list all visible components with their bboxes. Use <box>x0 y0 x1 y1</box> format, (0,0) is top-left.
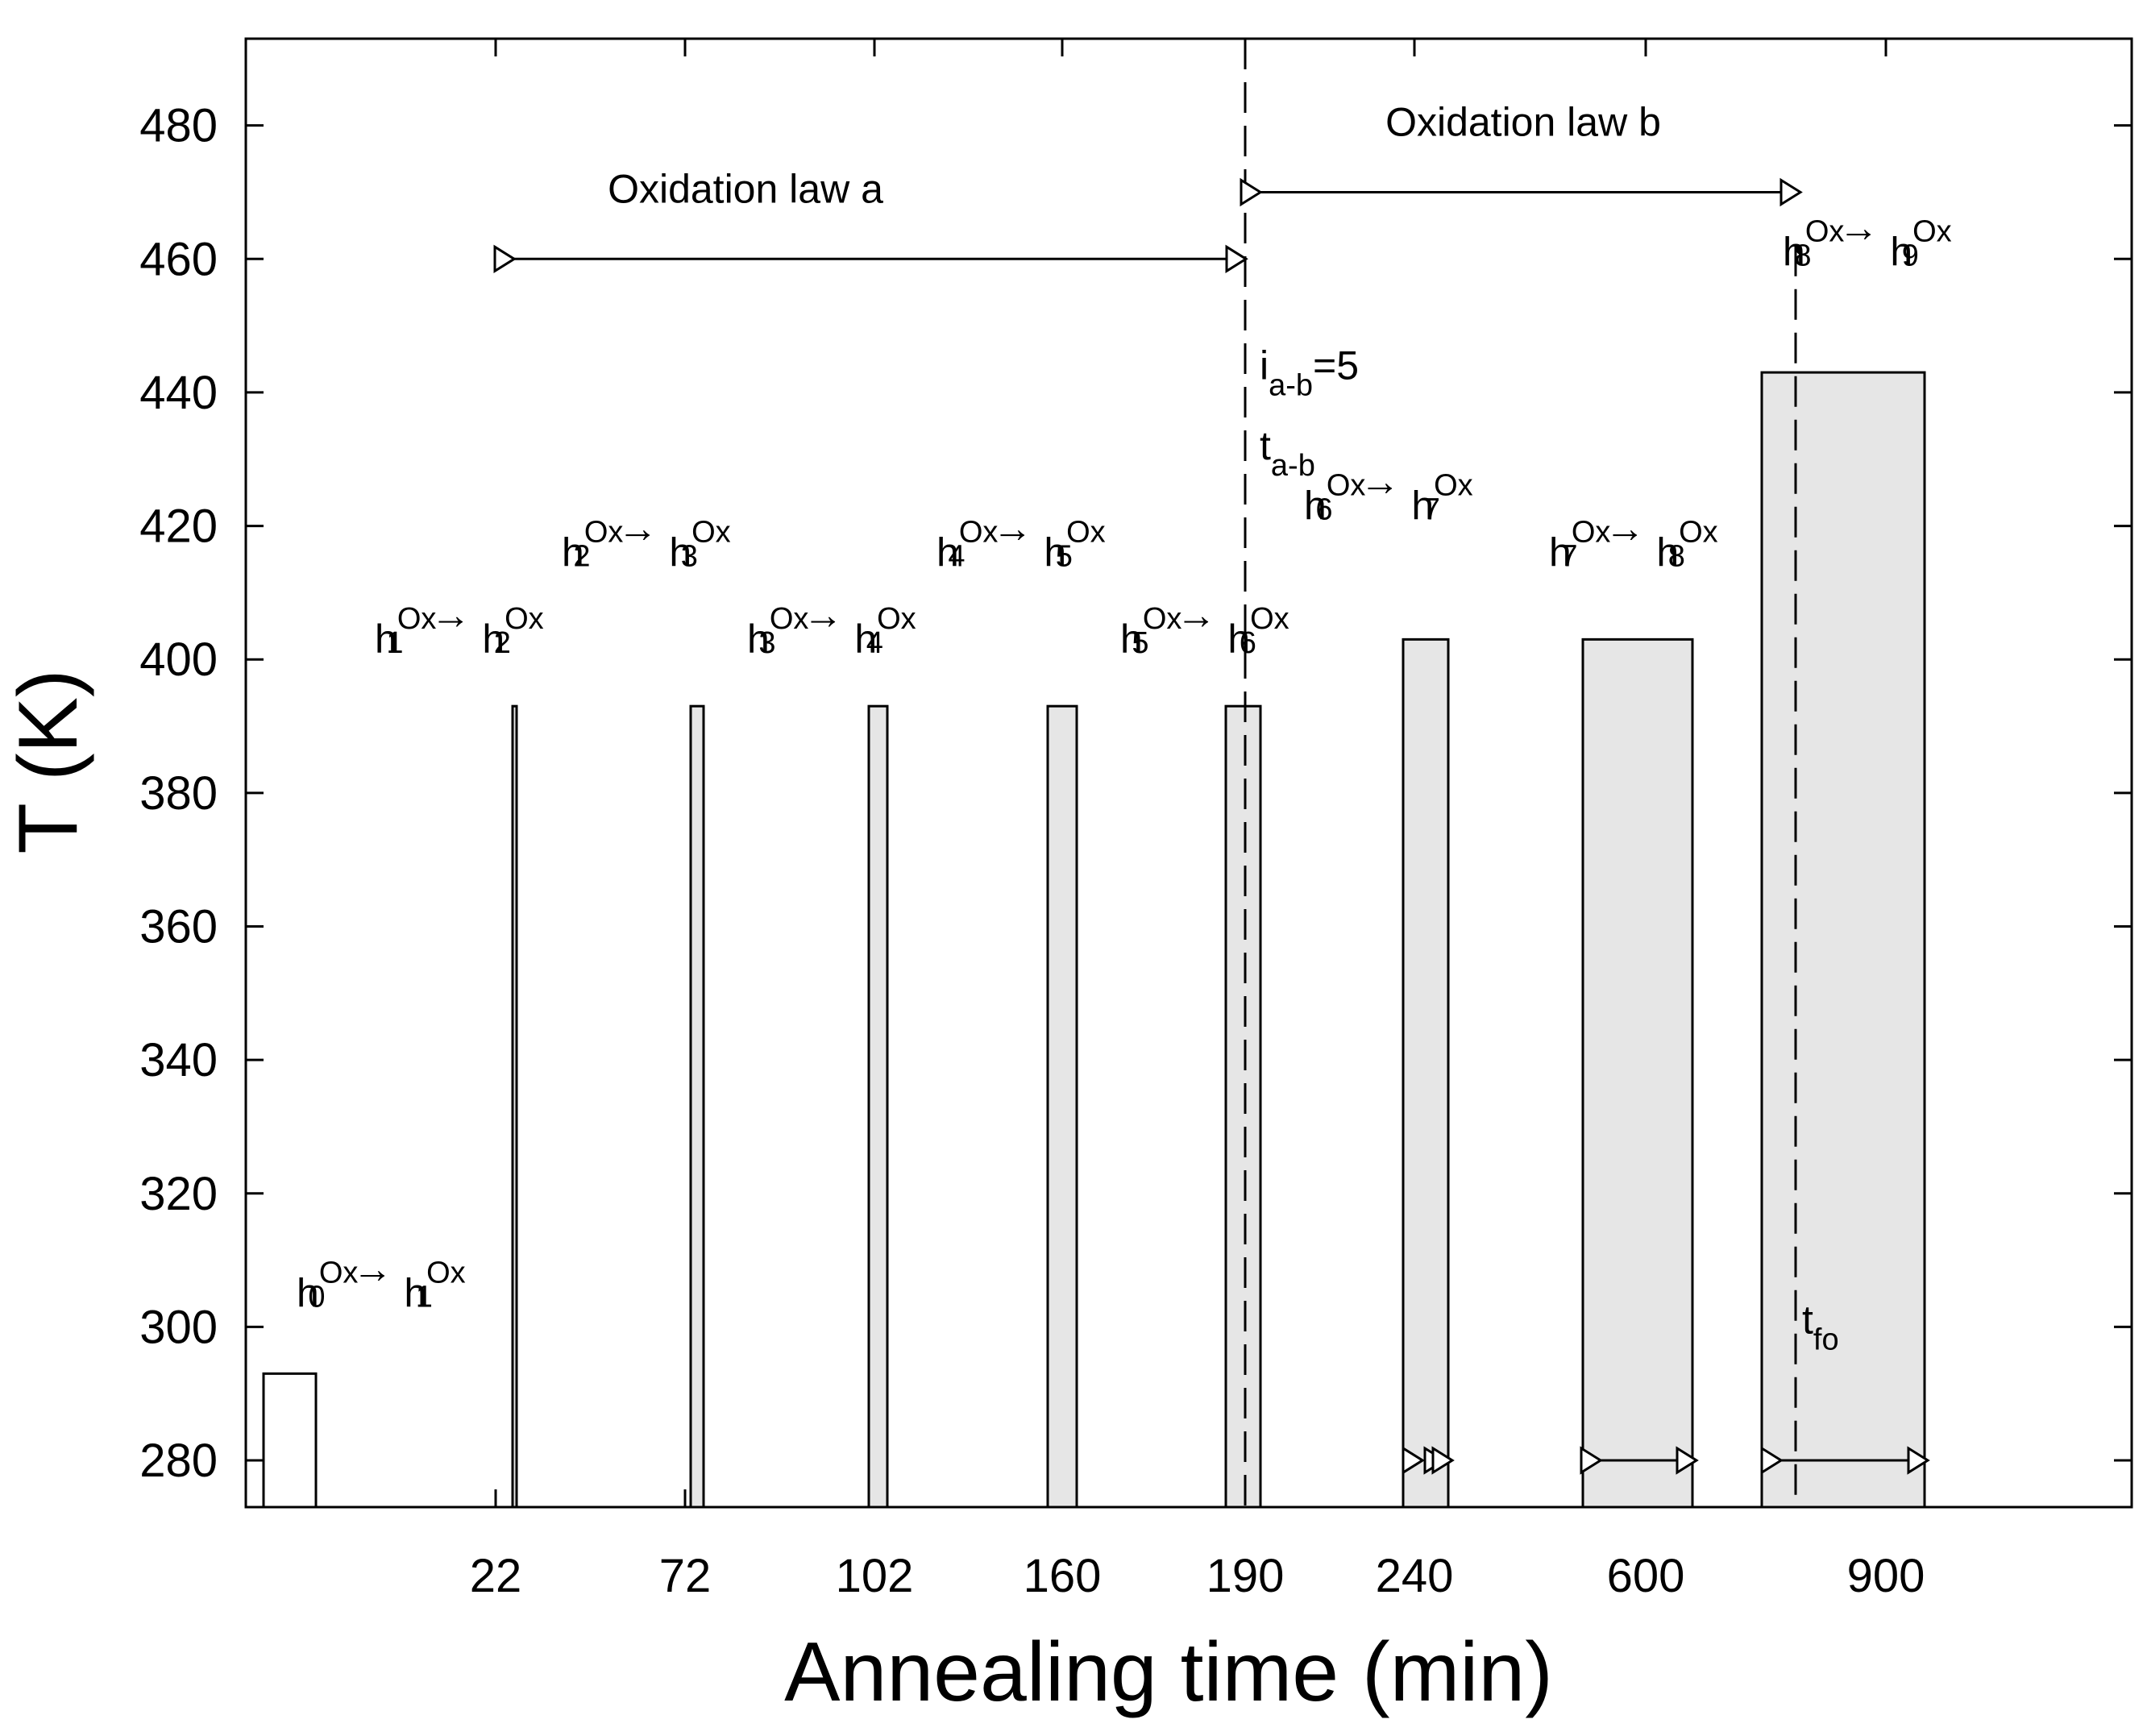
x-tick-label: 72 <box>659 1550 712 1602</box>
i-a-b-label: ia-b=5 <box>1260 343 1359 402</box>
y-tick-label: 360 <box>139 900 218 953</box>
oxidation-law-a-label: Oxidation law a <box>608 166 883 211</box>
transition-label: hOx 0 → hOx 1 <box>297 1247 466 1316</box>
duration-arrow-6a-end-head <box>1402 1446 1425 1475</box>
bar <box>1402 638 1450 1509</box>
bar <box>511 704 518 1509</box>
y-tick-label: 460 <box>139 233 218 285</box>
y-tick-label: 440 <box>139 367 218 419</box>
bar <box>689 704 705 1509</box>
plot-frame <box>244 37 2133 1509</box>
oxidation-law-b-label: Oxidation law b <box>1385 99 1661 144</box>
bar <box>1760 371 1926 1509</box>
bar <box>867 704 889 1509</box>
transition-label: hOx 4 → hOx 5 <box>936 505 1106 575</box>
y-tick-label: 380 <box>139 767 218 820</box>
x-tick-label: 900 <box>1847 1550 1925 1602</box>
bar <box>1046 704 1078 1509</box>
transition-label: hOx 8 → hOx 9 <box>1783 206 1952 275</box>
t-a-b-label: ta-b <box>1260 423 1315 483</box>
transition-label: hOx 2 → hOx 3 <box>562 505 731 575</box>
y-tick-label: 480 <box>139 100 218 152</box>
x-tick-label: 240 <box>1376 1550 1454 1602</box>
x-axis-label: Annealing time (min) <box>784 1626 1553 1719</box>
y-tick-label: 300 <box>139 1301 218 1353</box>
transition-label: hOx 5 → hOx 6 <box>1120 592 1289 662</box>
transition-label: hOx 7 → hOx 8 <box>1549 505 1718 575</box>
y-tick-label: 320 <box>139 1168 218 1220</box>
x-tick-label: 190 <box>1206 1550 1285 1602</box>
bar <box>1224 704 1262 1509</box>
duration-arrow-7-end-head <box>1676 1446 1699 1475</box>
y-tick-label: 400 <box>139 633 218 686</box>
transition-label: hOx 3 → hOx 4 <box>747 592 916 662</box>
oxidation-law-a-arrow-end-head <box>1225 244 1248 274</box>
x-tick-label: 102 <box>836 1550 914 1602</box>
transition-label: hOx 6 → hOx 7 <box>1304 459 1473 528</box>
x-tick-label: 22 <box>470 1550 522 1602</box>
plot-area: 280 300 320 340 360 380 400 420 440 460 480 22 72 102… <box>139 37 2133 1602</box>
transition-label: hOx 1 → hOx 2 <box>375 592 544 662</box>
duration-arrow-8-end-head <box>1907 1446 1930 1475</box>
duration-arrow-6b-end-head <box>1431 1446 1455 1475</box>
bar <box>262 1372 318 1509</box>
y-axis-label: T (K) <box>2 669 95 853</box>
oxidation-law-a-arrow-start-head <box>493 244 517 274</box>
duration-arrow-7-start-head <box>1580 1446 1603 1475</box>
x-tick-label: 160 <box>1024 1550 1102 1602</box>
x-tick-label: 600 <box>1607 1550 1685 1602</box>
y-tick-label: 280 <box>139 1435 218 1487</box>
oxidation-law-b-arrow-start-head <box>1240 177 1263 207</box>
bar <box>1581 638 1694 1509</box>
oxidation-law-b-arrow-end-head <box>1779 177 1803 207</box>
y-tick-label: 340 <box>139 1034 218 1086</box>
y-tick-label: 420 <box>139 500 218 553</box>
t-fo-label: tfo <box>1802 1298 1839 1357</box>
duration-arrow-8-start-head <box>1760 1446 1784 1475</box>
